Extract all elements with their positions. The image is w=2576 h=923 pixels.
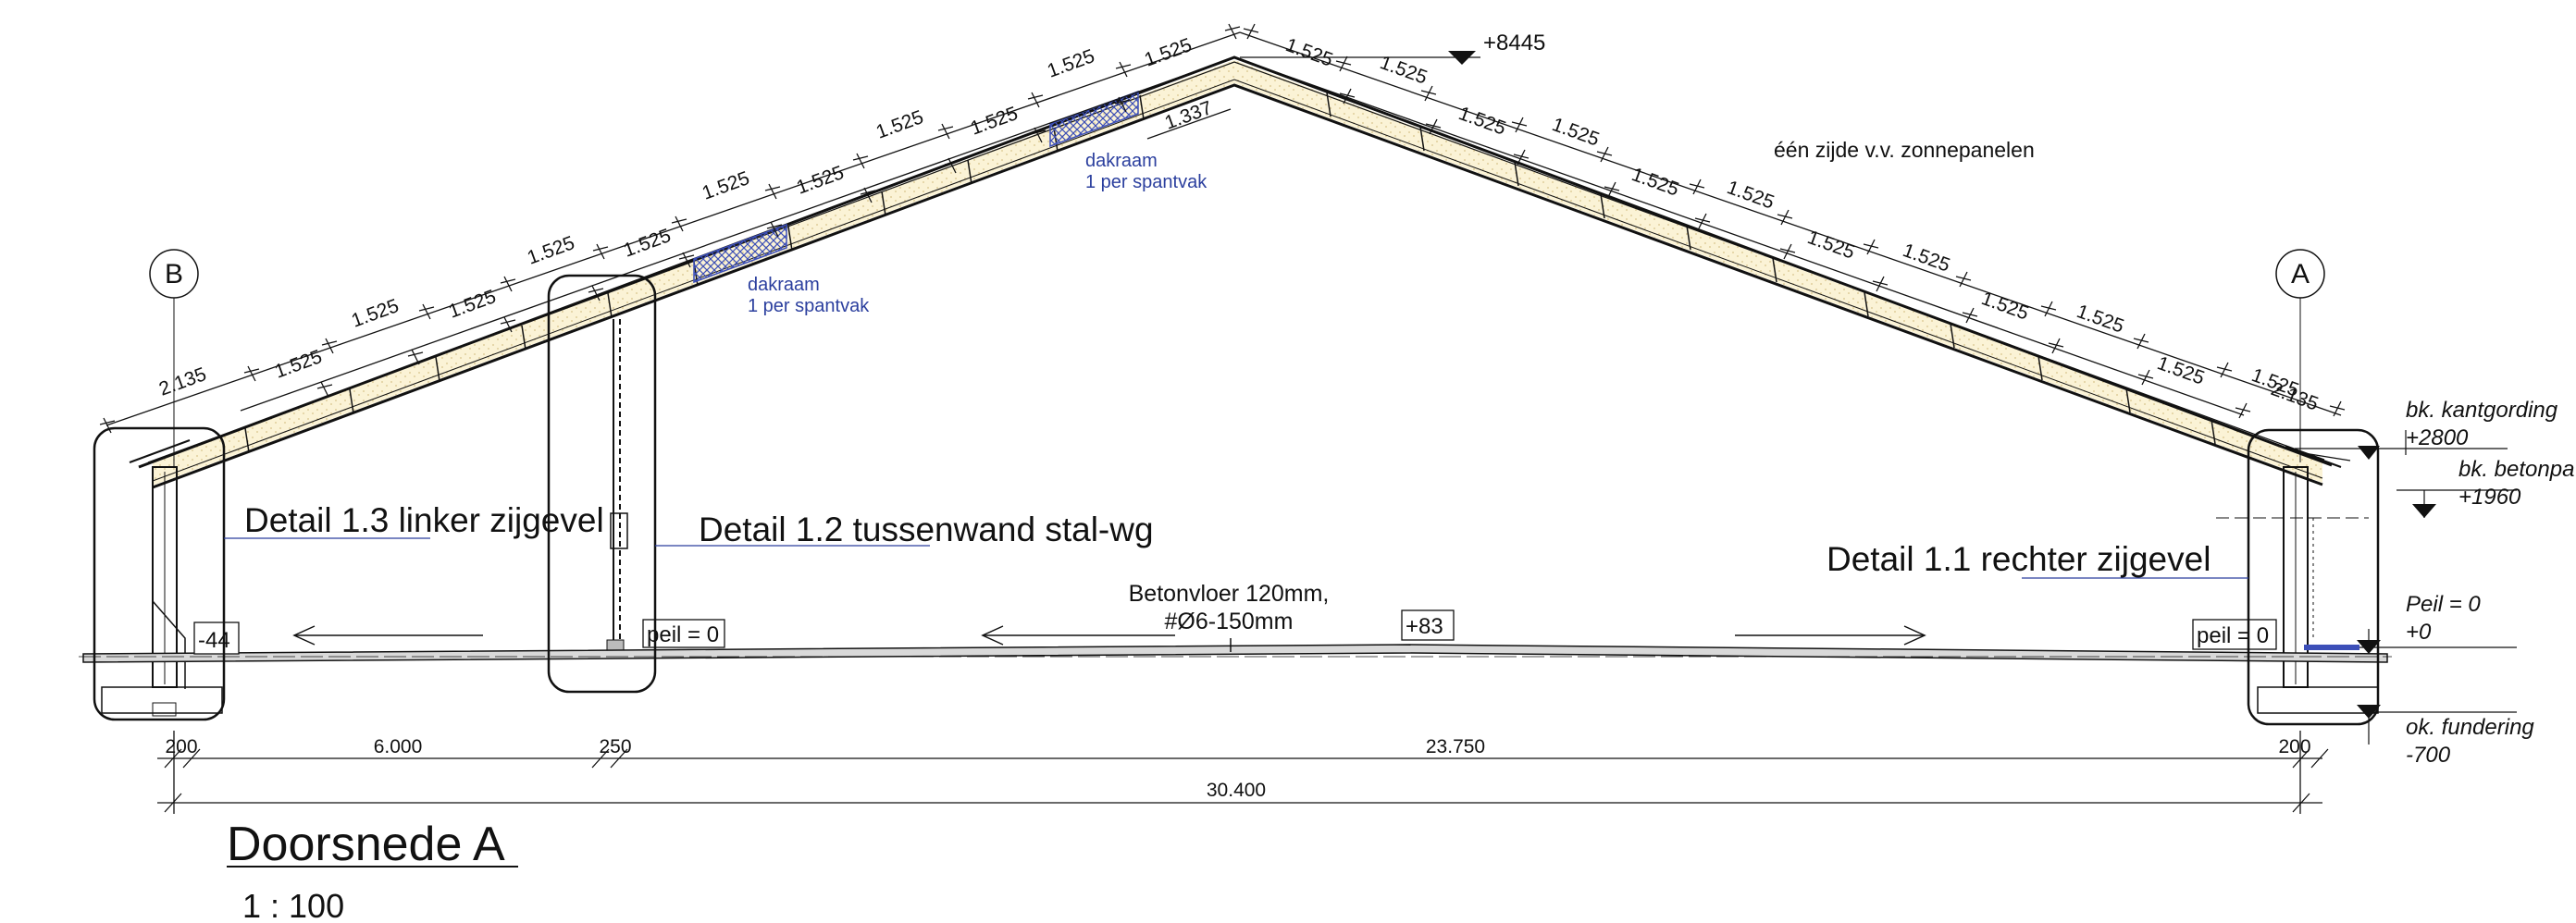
skylight-note-2-line2: 1 per spantvak xyxy=(1085,172,1208,192)
floor-tags xyxy=(193,609,2277,655)
level-3-name: ok. fundering xyxy=(2406,715,2534,740)
floor-slab xyxy=(79,644,2392,663)
dim-left-6: 1.525 xyxy=(700,167,752,204)
axis-b: B xyxy=(149,249,199,467)
level-marker-peil xyxy=(2357,640,2381,654)
level-1-name: bk. betonpa xyxy=(2458,457,2574,482)
detail-middle-label: Detail 1.2 tussenwand stal-wg xyxy=(699,511,1154,548)
dim-right-13: 1.525 xyxy=(2322,383,2375,420)
dim-left-10: 1.525 xyxy=(1045,45,1097,82)
roof-dim-lines xyxy=(99,23,2346,434)
level-marker-betonpaal xyxy=(2412,504,2436,518)
bottom-dim-total: 30.400 xyxy=(1207,780,1266,801)
middle-wall xyxy=(606,319,628,655)
dim-left-4: 1.525 xyxy=(525,232,577,269)
roof xyxy=(129,55,2351,489)
dim-left-1: 1.525 xyxy=(272,346,325,383)
level-3-value: -700 xyxy=(2406,743,2451,768)
skylight-note-1-line2: 1 per spantvak xyxy=(748,296,870,316)
level-2-value: +0 xyxy=(2406,620,2432,645)
tag-center: +83 xyxy=(1406,614,1443,639)
level-0-name: bk. kantgording xyxy=(2406,398,2558,423)
roof-inner-line xyxy=(152,83,2323,489)
detail-outlines xyxy=(93,274,2380,726)
drawing-title: Doorsnede A xyxy=(227,818,505,871)
bottom-dim-e: 200 xyxy=(2278,736,2310,757)
level-marker-kantgording xyxy=(2358,446,2380,460)
bottom-dim-b: 6.000 xyxy=(374,736,423,757)
roof-insulation-right xyxy=(1234,60,2322,483)
dim-right-5: 1.525 xyxy=(1724,177,1777,214)
dim-left-5: 1.525 xyxy=(621,225,674,262)
dim-right-6: 1.525 xyxy=(1804,227,1857,264)
bottom-dim-a: 200 xyxy=(165,736,197,757)
dim-left-9: 1.525 xyxy=(968,103,1021,140)
dim-left-3: 1.525 xyxy=(446,286,499,323)
dim-left-0: 2.135 xyxy=(156,363,209,400)
drawing-scale: 1 : 100 xyxy=(242,887,344,923)
skylight-note-2-line1: dakraam xyxy=(1085,151,1158,171)
skylight-lower xyxy=(693,223,787,284)
roof-inner-skin xyxy=(152,79,2323,482)
dim-right-8: 1.525 xyxy=(1978,288,2031,325)
roof-outer-line xyxy=(138,55,2333,469)
level-2-name: Peil = 0 xyxy=(2406,592,2481,617)
level-1-value: +1960 xyxy=(2458,485,2521,510)
tag-left: -44 xyxy=(198,628,230,653)
axis-a-label: A xyxy=(2291,259,2310,289)
roof-top-skin xyxy=(147,61,2325,463)
tag-mid-left: peil = 0 xyxy=(647,622,719,647)
axis-b-label: B xyxy=(165,259,183,289)
axis-a: A xyxy=(2275,249,2325,462)
floor-spec-line1: Betonvloer 120mm, xyxy=(1129,581,1330,607)
dim-right-3: 1.525 xyxy=(1549,114,1602,151)
floor-slope-arrows xyxy=(292,625,1926,652)
dim-left-8: 1.525 xyxy=(873,106,926,143)
detail-left-label: Detail 1.3 linker zijgevel xyxy=(244,501,604,539)
level-marker-fundering xyxy=(2357,705,2381,719)
detail-leaders xyxy=(224,537,2248,579)
dim-right-2: 1.525 xyxy=(1455,103,1508,140)
bottom-dim-d: 23.750 xyxy=(1426,736,1485,757)
skylight-note-1-line1: dakraam xyxy=(748,275,820,295)
tag-right: peil = 0 xyxy=(2197,623,2269,648)
left-slope-dim-labels: 2.135 1.525 1.525 1.525 1.525 1.525 1.52… xyxy=(156,34,1195,400)
solar-panel-note: één zijde v.v. zonnepanelen xyxy=(1774,138,2035,162)
ridge-level-marker xyxy=(1448,51,1476,65)
detail-right-label: Detail 1.1 rechter zijgevel xyxy=(1827,540,2211,578)
bottom-dim-c: 250 xyxy=(599,736,631,757)
dim-right-10: 1.525 xyxy=(2154,352,2207,389)
floor-spec-line2: #Ø6-150mm xyxy=(1165,609,1294,634)
right-wall xyxy=(2216,466,2379,714)
dim-right-0: 1.525 xyxy=(1282,34,1335,71)
level-0-value: +2800 xyxy=(2406,425,2469,450)
dim-left-7: 1.525 xyxy=(794,162,847,199)
level-marker-peil-band xyxy=(2304,645,2359,650)
dim-right-4: 1.525 xyxy=(1629,164,1681,201)
bottom-dim-lines xyxy=(157,731,2329,814)
left-wall xyxy=(101,466,223,717)
ridge-level-text: +8445 xyxy=(1483,31,1545,55)
right-slope-dim-labels: 1.525 1.525 1.525 1.525 1.525 1.525 1.52… xyxy=(1282,34,2375,420)
